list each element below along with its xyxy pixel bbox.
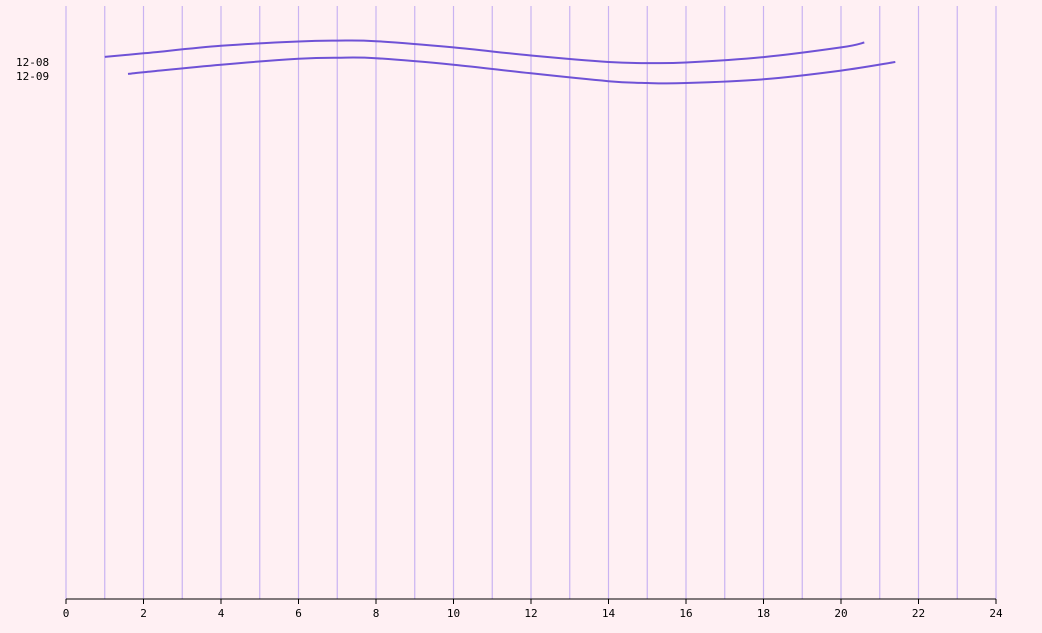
x-tick-label-14: 14: [602, 607, 616, 620]
x-tick-label-18: 18: [757, 607, 770, 620]
x-tick-label-20: 20: [834, 607, 847, 620]
x-tick-label-2: 2: [140, 607, 147, 620]
x-tick-label-4: 4: [218, 607, 225, 620]
x-tick-label-16: 16: [679, 607, 692, 620]
row-label-12-08: 12-08: [16, 56, 49, 69]
x-tick-label-6: 6: [295, 607, 302, 620]
row-label-12-09: 12-09: [16, 70, 49, 83]
x-tick-label-22: 22: [912, 607, 925, 620]
x-tick-label-24: 24: [989, 607, 1003, 620]
x-tick-label-0: 0: [63, 607, 70, 620]
series-line-12-08: [104, 39, 865, 65]
vertical-gridlines: [65, 6, 997, 599]
series-lines: [104, 39, 896, 85]
x-tick-label-8: 8: [373, 607, 380, 620]
series-line-12-09: [127, 56, 896, 85]
x-tick-label-12: 12: [524, 607, 537, 620]
x-axis-ticks: 0 2 4 6 8 10 12 14 16 18 20 22 24: [63, 599, 1003, 620]
x-tick-label-10: 10: [447, 607, 460, 620]
